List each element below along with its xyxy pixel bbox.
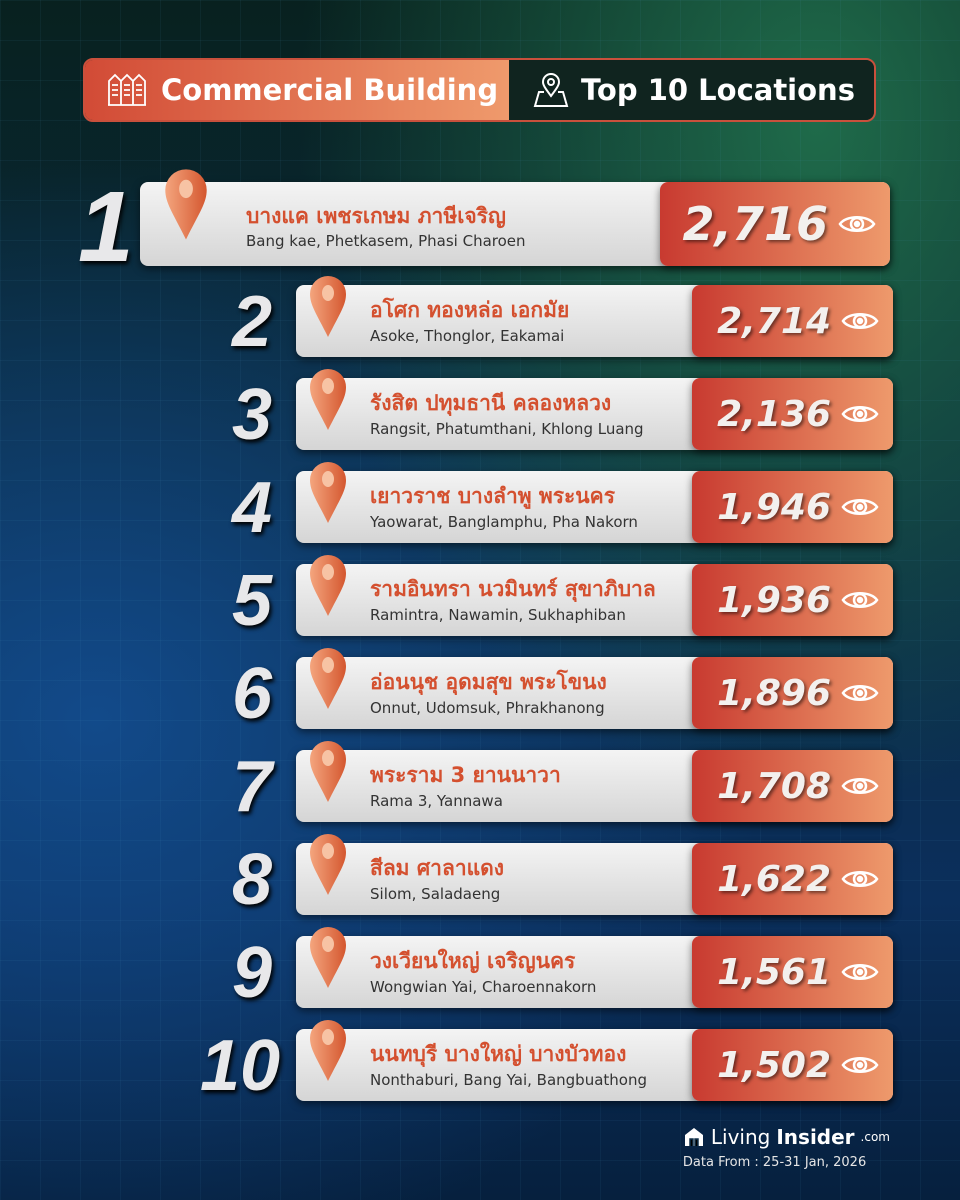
view-count-box: 1,502 xyxy=(692,1029,893,1101)
location-pin-icon xyxy=(310,555,346,616)
view-count: 1,622 xyxy=(717,858,831,900)
brand-insider: Insider xyxy=(776,1125,855,1149)
view-count: 1,561 xyxy=(717,951,831,993)
location-row: 1 บางแค เพชรเกษม ภาษีเจริญ Bang kae, Phe… xyxy=(0,169,960,283)
eye-icon xyxy=(838,216,876,232)
location-thai: อโศก ทองหล่อ เอกมัย xyxy=(370,298,570,322)
location-pin-icon xyxy=(310,648,346,709)
location-pin-icon xyxy=(310,276,346,337)
location-english: Nonthaburi, Bang Yai, Bangbuathong xyxy=(370,1071,647,1089)
location-row: 4 เยาวราช บางลำพู พระนคร Yaowarat, Bangl… xyxy=(0,462,960,548)
rank-number: 9 xyxy=(232,933,273,1013)
location-thai: เยาวราช บางลำพู พระนคร xyxy=(370,484,615,508)
title-text: Top 10 Locations xyxy=(581,73,855,107)
buildings-icon xyxy=(108,73,146,106)
view-count: 1,502 xyxy=(717,1044,831,1086)
eye-icon xyxy=(841,871,879,887)
location-thai: นนทบุรี บางใหญ่ บางบัวทอง xyxy=(370,1042,627,1066)
eye-icon xyxy=(841,778,879,794)
location-english: Wongwian Yai, Charoennakorn xyxy=(370,978,597,996)
rank-number: 6 xyxy=(232,654,273,734)
location-english: Onnut, Udomsuk, Phrakhanong xyxy=(370,699,605,717)
title-label: Top 10 Locations xyxy=(509,60,874,120)
location-thai: สีลม ศาลาแดง xyxy=(370,856,505,880)
eye-icon xyxy=(841,1057,879,1073)
view-count-box: 1,561 xyxy=(692,936,893,1008)
location-english: Silom, Saladaeng xyxy=(370,885,501,903)
location-english: Rangsit, Phatumthani, Khlong Luang xyxy=(370,420,644,438)
location-thai: พระราม 3 ยานนาวา xyxy=(370,763,561,787)
view-count-box: 1,708 xyxy=(692,750,893,822)
location-thai: วงเวียนใหญ่ เจริญนคร xyxy=(370,949,576,973)
location-pin-icon xyxy=(310,462,346,523)
category-label: Commercial Building xyxy=(85,60,509,120)
location-row: 10 นนทบุรี บางใหญ่ บางบัวทอง Nonthaburi,… xyxy=(0,1020,960,1106)
house-logo-icon xyxy=(684,1128,703,1146)
rank-number: 4 xyxy=(232,468,273,548)
view-count: 2,716 xyxy=(682,197,828,251)
view-count-box: 1,622 xyxy=(692,843,893,915)
view-count-box: 1,896 xyxy=(692,657,893,729)
location-pin-icon xyxy=(310,369,346,430)
view-count: 2,714 xyxy=(717,300,831,342)
brand-suffix: .com xyxy=(860,1130,890,1144)
header-banner: Commercial Building Top 10 Locations xyxy=(83,58,876,122)
rank-number: 8 xyxy=(232,840,273,920)
location-pin-icon xyxy=(310,834,346,895)
location-english: Bang kae, Phetkasem, Phasi Charoen xyxy=(246,232,526,250)
location-row: 2 อโศก ทองหล่อ เอกมัย Asoke, Thonglor, E… xyxy=(0,276,960,362)
view-count-box: 2,136 xyxy=(692,378,893,450)
location-english: Yaowarat, Banglamphu, Pha Nakorn xyxy=(370,513,638,531)
living-insider-logo: Living Insider .com xyxy=(683,1125,890,1149)
view-count-box: 1,946 xyxy=(692,471,893,543)
location-row: 8 สีลม ศาลาแดง Silom, Saladaeng 1,622 xyxy=(0,834,960,920)
eye-icon xyxy=(841,313,879,329)
rank-number: 3 xyxy=(232,375,273,455)
brand-living: Living xyxy=(710,1125,771,1149)
location-thai: รามอินทรา นวมินทร์ สุขาภิบาล xyxy=(370,577,656,601)
rank-number: 2 xyxy=(232,282,273,362)
location-row: 9 วงเวียนใหญ่ เจริญนคร Wongwian Yai, Cha… xyxy=(0,927,960,1013)
location-thai: รังสิต ปทุมธานี คลองหลวง xyxy=(370,391,612,415)
category-text: Commercial Building xyxy=(161,73,499,107)
eye-icon xyxy=(841,685,879,701)
rank-number: 7 xyxy=(232,747,273,827)
eye-icon xyxy=(841,499,879,515)
rank-number: 5 xyxy=(232,561,273,641)
location-thai: อ่อนนุช อุดมสุข พระโขนง xyxy=(370,670,607,694)
location-english: Ramintra, Nawamin, Sukhaphiban xyxy=(370,606,626,624)
view-count: 1,936 xyxy=(717,579,831,621)
location-pin-icon xyxy=(165,169,207,240)
view-count-box: 2,716 xyxy=(660,182,890,266)
location-pin-icon xyxy=(310,927,346,988)
location-thai: บางแค เพชรเกษม ภาษีเจริญ xyxy=(246,204,506,228)
rank-number: 10 xyxy=(200,1026,281,1106)
map-pin-icon xyxy=(533,73,569,107)
location-english: Rama 3, Yannawa xyxy=(370,792,503,810)
location-pin-icon xyxy=(310,741,346,802)
location-row: 5 รามอินทรา นวมินทร์ สุขาภิบาล Ramintra,… xyxy=(0,555,960,641)
location-row: 6 อ่อนนุช อุดมสุข พระโขนง Onnut, Udomsuk… xyxy=(0,648,960,734)
eye-icon xyxy=(841,406,879,422)
footer: Living Insider .com Data From : 25-31 Jan,… xyxy=(683,1125,890,1170)
location-row: 7 พระราม 3 ยานนาวา Rama 3, Yannawa 1,708 xyxy=(0,741,960,827)
eye-icon xyxy=(841,964,879,980)
view-count-box: 2,714 xyxy=(692,285,893,357)
data-date: Data From : 25-31 Jan, 2026 xyxy=(682,1155,867,1170)
view-count-box: 1,936 xyxy=(692,564,893,636)
eye-icon xyxy=(841,592,879,608)
location-pin-icon xyxy=(310,1020,346,1081)
view-count: 2,136 xyxy=(717,393,831,435)
location-english: Asoke, Thonglor, Eakamai xyxy=(370,327,565,345)
view-count: 1,946 xyxy=(717,486,831,528)
rank-number: 1 xyxy=(78,171,134,283)
view-count: 1,896 xyxy=(717,672,831,714)
view-count: 1,708 xyxy=(717,765,831,807)
location-row: 3 รังสิต ปทุมธานี คลองหลวง Rangsit, Phat… xyxy=(0,369,960,455)
